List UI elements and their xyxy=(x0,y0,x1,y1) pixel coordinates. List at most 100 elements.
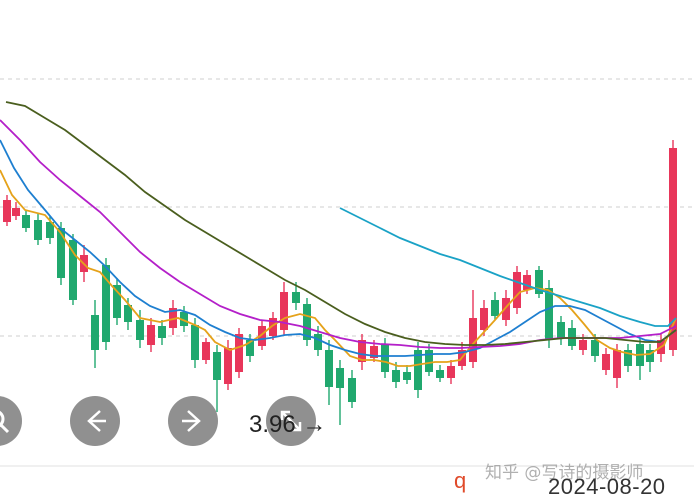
candle-body xyxy=(213,352,221,380)
candle-body xyxy=(325,350,333,387)
candle-down xyxy=(303,298,311,346)
candle-up xyxy=(447,360,455,384)
ma-line-4 xyxy=(5,101,677,346)
candle-up xyxy=(469,290,477,368)
candle-up xyxy=(169,300,177,335)
candle-down xyxy=(557,316,565,345)
candle-body xyxy=(545,288,553,340)
candle-down xyxy=(180,306,188,332)
arrow-left-icon xyxy=(87,410,106,432)
candle-body xyxy=(624,350,632,366)
candle-body xyxy=(669,148,677,350)
candle-body xyxy=(557,322,565,338)
candle-body xyxy=(591,340,599,356)
candle-body xyxy=(69,240,77,300)
candle-up xyxy=(602,348,610,375)
candle-down xyxy=(34,214,42,245)
expand-button[interactable] xyxy=(266,396,316,446)
candle-up xyxy=(12,202,20,220)
candle-up xyxy=(3,195,11,226)
candle-down xyxy=(403,365,411,384)
candle-down xyxy=(646,344,654,372)
candle-body xyxy=(513,272,521,308)
candle-body xyxy=(403,372,411,380)
candle-down xyxy=(568,320,576,350)
candle-body xyxy=(102,265,110,342)
candle-down xyxy=(624,344,632,372)
candle-body xyxy=(392,370,400,382)
candle-body xyxy=(579,340,587,350)
ma-line-2 xyxy=(0,139,677,357)
candle-up xyxy=(280,282,288,335)
next-button[interactable] xyxy=(168,396,218,446)
candle-down xyxy=(636,338,644,380)
candle-down xyxy=(213,345,221,412)
candle-body xyxy=(12,208,20,216)
candle-up xyxy=(202,338,210,364)
candle-body xyxy=(523,275,531,290)
candle-body xyxy=(169,308,177,328)
candle-down xyxy=(158,320,166,345)
candle-up xyxy=(358,334,366,370)
candles xyxy=(3,140,677,425)
candle-body xyxy=(34,220,42,240)
candle-down xyxy=(336,360,344,425)
candle-down xyxy=(425,344,433,376)
ma-line-1 xyxy=(0,169,677,367)
candle-down xyxy=(22,210,30,232)
candle-body xyxy=(314,334,322,350)
candle-down xyxy=(436,365,444,382)
candle-body xyxy=(480,308,488,330)
candle-body xyxy=(336,368,344,388)
candle-down xyxy=(392,362,400,388)
candle-body xyxy=(425,350,433,372)
candle-down xyxy=(491,292,499,320)
candle-up xyxy=(513,266,521,314)
price-label: 3.96 → xyxy=(249,411,327,438)
candle-down xyxy=(69,234,77,305)
candle-body xyxy=(602,354,610,370)
candle-body xyxy=(180,312,188,326)
candle-body xyxy=(224,348,232,384)
arrow-right-icon xyxy=(182,410,201,432)
date-label: 2024-08-20 xyxy=(548,474,666,499)
candle-body xyxy=(358,340,366,362)
candle-body xyxy=(258,326,266,346)
candle-down xyxy=(414,342,422,398)
candle-body xyxy=(436,370,444,378)
candle-body xyxy=(613,350,621,378)
candle-down xyxy=(292,282,300,310)
expand-icon xyxy=(280,410,302,432)
candle-body xyxy=(124,305,132,322)
ma-line-5 xyxy=(339,207,677,327)
candle-body xyxy=(3,200,11,222)
candle-body xyxy=(292,292,300,303)
candle-body xyxy=(491,300,499,316)
candle-body xyxy=(136,320,144,340)
candle-body xyxy=(280,292,288,330)
candle-down xyxy=(113,278,121,325)
zoom-in-icon xyxy=(0,410,10,434)
candle-body xyxy=(57,228,65,278)
moving-average-lines xyxy=(0,101,677,367)
candle-up xyxy=(613,344,621,388)
candle-up xyxy=(480,300,488,336)
zoom-button[interactable] xyxy=(0,396,22,446)
candle-body xyxy=(381,344,389,372)
prev-button[interactable] xyxy=(70,396,120,446)
candle-down xyxy=(325,340,333,405)
watermark: 知乎 @写诗的摄影师 xyxy=(485,463,644,483)
q-label: q xyxy=(454,468,467,493)
candle-down xyxy=(535,266,543,298)
candle-body xyxy=(469,318,477,362)
candle-body xyxy=(202,342,210,360)
candle-body xyxy=(46,222,54,238)
candle-up xyxy=(147,318,155,352)
candle-body xyxy=(646,350,654,362)
candle-body xyxy=(303,304,311,340)
candle-up xyxy=(235,328,243,378)
candle-body xyxy=(502,298,510,320)
candle-body xyxy=(113,285,121,318)
candle-body xyxy=(246,340,254,356)
grid-lines xyxy=(0,78,694,467)
